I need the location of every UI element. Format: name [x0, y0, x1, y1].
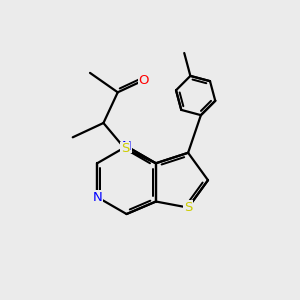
Text: N: N [122, 140, 131, 153]
Text: N: N [92, 190, 102, 204]
Text: S: S [121, 142, 129, 155]
Text: O: O [139, 74, 149, 87]
Text: S: S [184, 201, 192, 214]
